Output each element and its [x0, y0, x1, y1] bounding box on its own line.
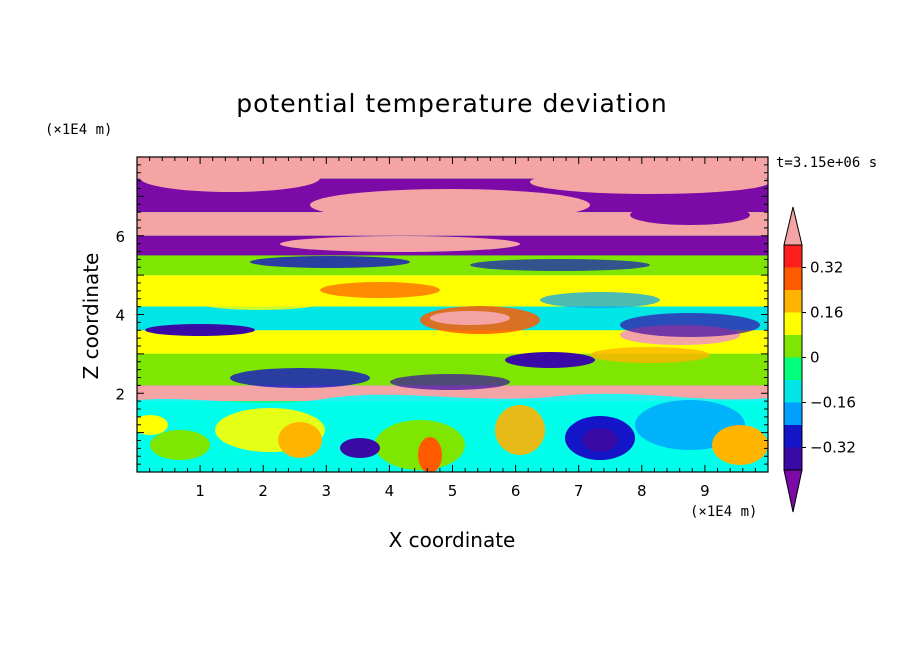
colorbar-tick-label: 0.32: [810, 259, 843, 277]
x-tick-label: 5: [448, 482, 458, 500]
field-feature: [430, 311, 510, 325]
x-unit-label: (×1E4 m): [690, 504, 757, 520]
x-tick-label: 2: [258, 482, 268, 500]
field-band: [137, 330, 768, 354]
field-feature: [375, 420, 465, 470]
x-tick-label: 6: [511, 482, 521, 500]
x-tick-label: 4: [385, 482, 395, 500]
field-feature: [190, 290, 330, 310]
colorbar-extend-max: [783, 206, 803, 246]
colorbar-extend-min: [783, 469, 803, 513]
field-band: [137, 255, 768, 276]
colorbar-cell: [784, 312, 802, 335]
time-label: t=3.15e+06 s: [776, 155, 877, 171]
y-unit-label: (×1E4 m): [45, 122, 112, 138]
x-tick-label: 8: [637, 482, 647, 500]
field-band: [137, 212, 768, 236]
field-feature: [630, 205, 750, 225]
field-feature: [530, 170, 768, 194]
field-feature: [340, 438, 380, 458]
colorbar-cell: [784, 402, 802, 425]
field-feature: [320, 282, 440, 298]
x-tick-label: 1: [195, 482, 205, 500]
colorbar-cell: [784, 380, 802, 403]
field-feature: [278, 422, 322, 458]
field-feature: [310, 189, 590, 221]
contour-plot-area: [137, 157, 768, 472]
colorbar-tick-label: 0: [810, 349, 820, 367]
x-tick-label: 7: [574, 482, 584, 500]
field-feature: [390, 374, 510, 390]
field-feature: [150, 430, 210, 460]
colorbar-cell: [784, 357, 802, 380]
field-feature: [250, 256, 410, 268]
y-tick-label: 4: [115, 307, 125, 325]
field-feature: [712, 425, 768, 465]
colorbar-tick-label: −0.16: [810, 394, 856, 412]
field-feature: [582, 428, 618, 452]
y-tick-label: 6: [115, 228, 125, 246]
field-feature: [418, 437, 442, 472]
colorbar-cell: [784, 447, 802, 470]
field-features: [137, 164, 768, 472]
colorbar-cell: [784, 267, 802, 290]
field-feature: [620, 313, 760, 337]
axis-ticks: 1 2 3 4 5 6 7 8 9 2 4 6: [115, 156, 769, 500]
colorbar-cell: [784, 335, 802, 358]
colorbar-cell: [784, 245, 802, 268]
x-tick-label: 9: [700, 482, 710, 500]
x-tick-label: 3: [322, 482, 332, 500]
field-feature: [140, 164, 320, 192]
field-feature: [470, 259, 650, 271]
field-feature: [495, 405, 545, 455]
field-feature: [137, 415, 168, 435]
field-feature: [590, 347, 710, 363]
field-feature: [505, 352, 595, 368]
field-feature: [145, 324, 255, 336]
field-feature: [540, 292, 660, 308]
field-feature: [230, 368, 370, 388]
colorbar-tick-label: −0.32: [810, 439, 856, 457]
chart-title: potential temperature deviation: [236, 89, 667, 118]
y-axis-label: Z coordinate: [79, 253, 103, 380]
y-tick-label: 2: [115, 385, 125, 403]
colorbar: 0.32 0.16 0 −0.16 −0.32: [783, 206, 856, 513]
colorbar-tick-label: 0.16: [810, 304, 843, 322]
colorbar-cell: [784, 425, 802, 448]
colorbar-cell: [784, 290, 802, 313]
field-feature: [280, 236, 520, 252]
x-axis-label: X coordinate: [389, 528, 516, 552]
